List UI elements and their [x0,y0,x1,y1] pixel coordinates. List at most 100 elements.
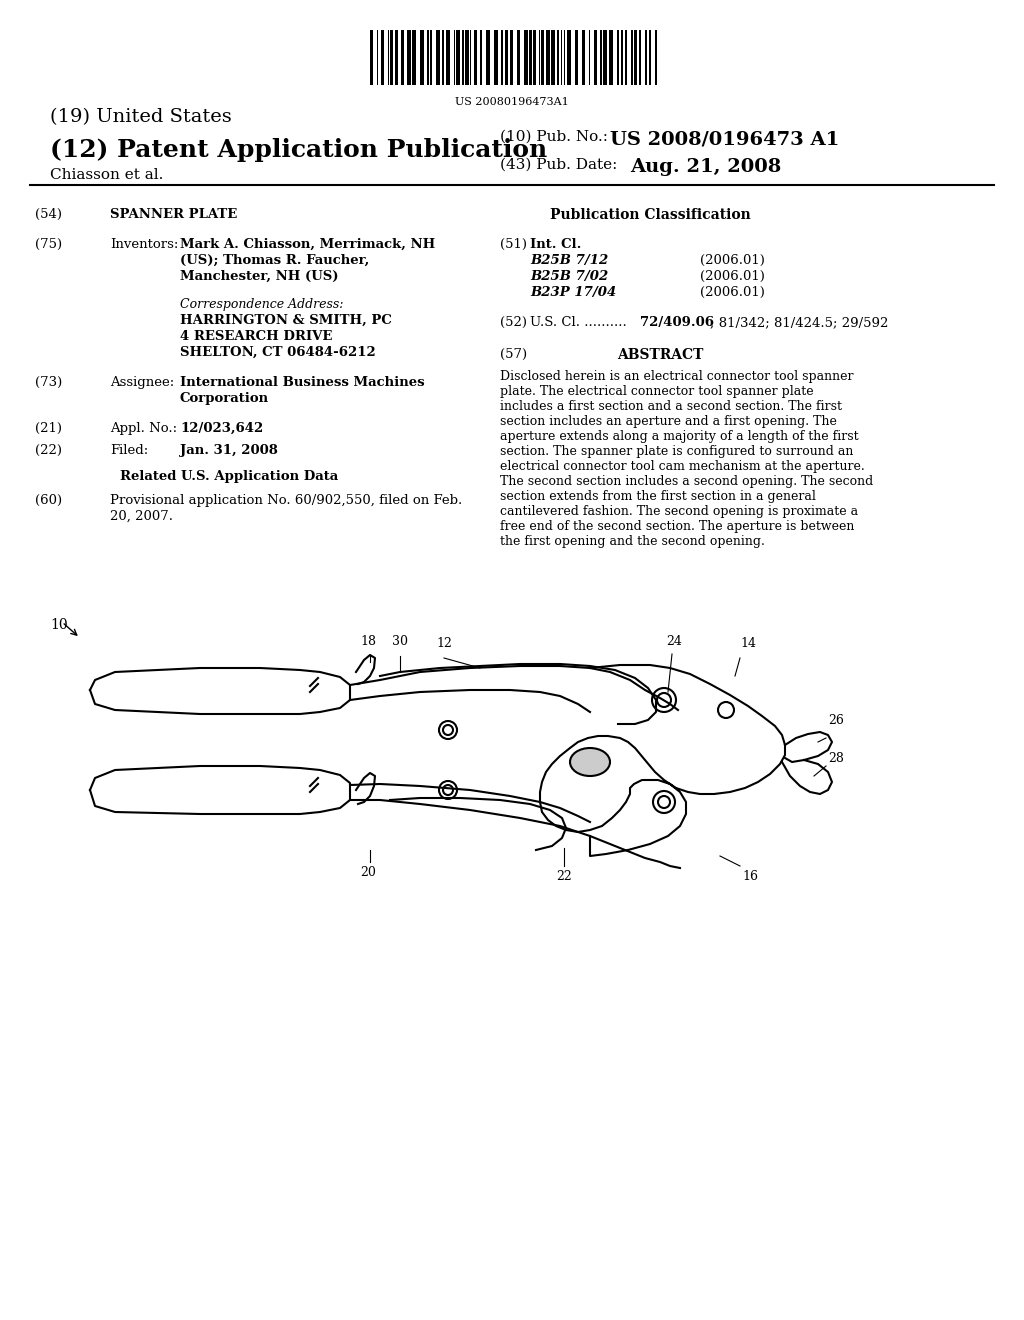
Text: (12) Patent Application Publication: (12) Patent Application Publication [50,139,547,162]
Text: B23P 17/04: B23P 17/04 [530,286,616,300]
Text: (2006.01): (2006.01) [700,286,765,300]
Text: 28: 28 [828,751,844,764]
Text: Assignee:: Assignee: [110,376,174,389]
Text: Jan. 31, 2008: Jan. 31, 2008 [180,444,278,457]
Bar [412,30,416,84]
Text: ; 81/342; 81/424.5; 29/592: ; 81/342; 81/424.5; 29/592 [710,315,889,329]
Text: (54): (54) [35,209,62,220]
Bar [634,30,637,84]
Text: 16: 16 [742,870,758,883]
Bar [430,30,432,84]
Bar [390,30,393,84]
Text: (2006.01): (2006.01) [700,271,765,282]
Text: Filed:: Filed: [110,444,148,457]
Text: 4 RESEARCH DRIVE: 4 RESEARCH DRIVE [180,330,333,343]
Text: (19) United States: (19) United States [50,108,231,125]
Text: Aug. 21, 2008: Aug. 21, 2008 [630,158,781,176]
Text: 20: 20 [360,866,376,879]
Bar [401,30,404,84]
Bar [645,30,647,84]
Text: (57): (57) [500,348,527,360]
Bar [505,30,508,84]
Text: 22: 22 [556,870,571,883]
Text: 14: 14 [740,638,756,649]
Text: (22): (22) [35,444,62,457]
Text: (75): (75) [35,238,62,251]
Text: B25B 7/02: B25B 7/02 [530,271,608,282]
Text: (43) Pub. Date:: (43) Pub. Date: [500,158,617,172]
Bar [617,30,618,84]
Text: Int. Cl.: Int. Cl. [530,238,582,251]
Text: The second section includes a second opening. The second: The second section includes a second ope… [500,475,873,488]
Text: 18: 18 [360,635,376,648]
Text: 26: 26 [828,714,844,726]
Text: 12/023,642: 12/023,642 [180,422,263,436]
Text: (10) Pub. No.:: (10) Pub. No.: [500,129,608,144]
Bar [582,30,585,84]
Text: Manchester, NH (US): Manchester, NH (US) [180,271,339,282]
Bar [621,30,623,84]
Bar [370,30,373,84]
Bar [465,30,469,84]
Text: electrical connector tool cam mechanism at the aperture.: electrical connector tool cam mechanism … [500,459,864,473]
Text: US 2008/0196473 A1: US 2008/0196473 A1 [610,129,840,148]
Text: (US); Thomas R. Faucher,: (US); Thomas R. Faucher, [180,253,370,267]
Text: section includes an aperture and a first opening. The: section includes an aperture and a first… [500,414,837,428]
Bar [649,30,651,84]
Bar [551,30,555,84]
Text: Corporation: Corporation [180,392,269,405]
Bar [480,30,482,84]
Text: (21): (21) [35,422,62,436]
Text: (51): (51) [500,238,527,251]
Bar [420,30,424,84]
Bar [575,30,578,84]
Text: section. The spanner plate is configured to surround an: section. The spanner plate is configured… [500,445,853,458]
Bar [529,30,532,84]
Text: section extends from the first section in a general: section extends from the first section i… [500,490,816,503]
Text: Publication Classification: Publication Classification [550,209,751,222]
Bar [557,30,559,84]
Bar [501,30,503,84]
Text: SPANNER PLATE: SPANNER PLATE [110,209,238,220]
Bar [486,30,490,84]
Text: 20, 2007.: 20, 2007. [110,510,173,523]
Bar [567,30,571,84]
Bar [407,30,411,84]
Text: 72/409.06: 72/409.06 [640,315,714,329]
Bar [395,30,398,84]
Ellipse shape [570,748,610,776]
Bar [510,30,513,84]
Bar [462,30,464,84]
Text: Inventors:: Inventors: [110,238,178,251]
Bar [436,30,440,84]
Text: Mark A. Chiasson, Merrimack, NH: Mark A. Chiasson, Merrimack, NH [180,238,435,251]
Text: HARRINGTON & SMITH, PC: HARRINGTON & SMITH, PC [180,314,392,327]
Bar [631,30,633,84]
Text: Provisional application No. 60/902,550, filed on Feb.: Provisional application No. 60/902,550, … [110,494,462,507]
Text: ABSTRACT: ABSTRACT [616,348,703,362]
Text: 12: 12 [436,638,452,649]
Text: free end of the second section. The aperture is between: free end of the second section. The aper… [500,520,854,533]
Bar [600,30,602,84]
Text: aperture extends along a majority of a length of the first: aperture extends along a majority of a l… [500,430,859,444]
Text: (73): (73) [35,376,62,389]
Text: (60): (60) [35,494,62,507]
Text: cantilevered fashion. The second opening is proximate a: cantilevered fashion. The second opening… [500,506,858,517]
Bar [546,30,550,84]
Bar [594,30,597,84]
Bar [534,30,536,84]
Bar [427,30,429,84]
Text: SHELTON, CT 06484-6212: SHELTON, CT 06484-6212 [180,346,376,359]
Text: Correspondence Address:: Correspondence Address: [180,298,343,312]
Bar [625,30,627,84]
Text: 30: 30 [392,635,408,648]
Text: (52): (52) [500,315,527,329]
Text: B25B 7/12: B25B 7/12 [530,253,608,267]
Text: Appl. No.:: Appl. No.: [110,422,177,436]
Text: Chiasson et al.: Chiasson et al. [50,168,164,182]
Bar [524,30,528,84]
Text: U.S. Cl. ..........: U.S. Cl. .......... [530,315,627,329]
Bar [639,30,641,84]
Text: plate. The electrical connector tool spanner plate: plate. The electrical connector tool spa… [500,385,814,399]
Text: International Business Machines: International Business Machines [180,376,425,389]
